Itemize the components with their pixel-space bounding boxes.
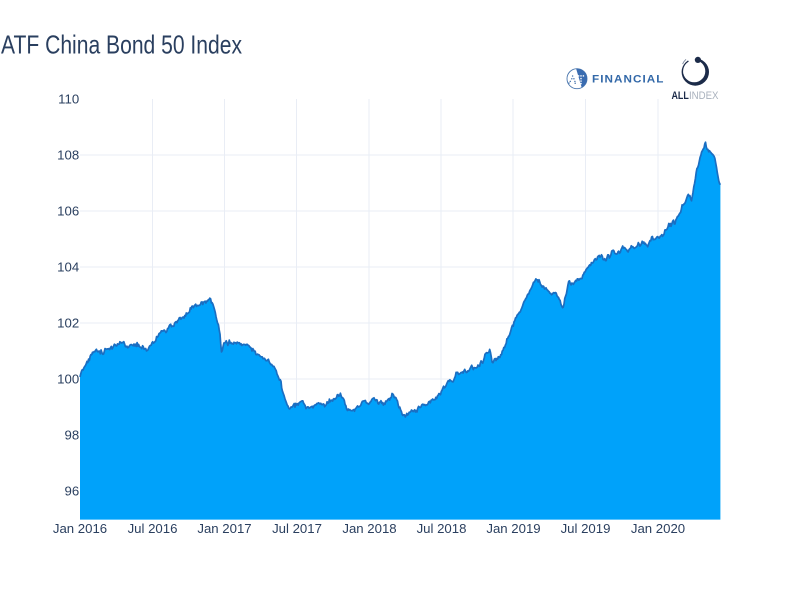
svg-text:Jan 2016: Jan 2016 <box>53 521 107 536</box>
svg-text:102: 102 <box>57 316 79 331</box>
svg-text:Jan 2017: Jan 2017 <box>197 521 251 536</box>
svg-text:Jan 2020: Jan 2020 <box>631 521 685 536</box>
svg-text:100: 100 <box>57 372 79 387</box>
svg-text:Jul 2019: Jul 2019 <box>561 521 611 536</box>
svg-text:FINANCIAL: FINANCIAL <box>592 74 665 86</box>
svg-text:Jul 2016: Jul 2016 <box>128 521 178 536</box>
svg-text:108: 108 <box>57 148 79 163</box>
svg-text:Jul 2017: Jul 2017 <box>272 521 322 536</box>
svg-text:ALL: ALL <box>672 90 690 102</box>
svg-text:Jul 2018: Jul 2018 <box>417 521 467 536</box>
svg-text:Jan 2018: Jan 2018 <box>342 521 396 536</box>
svg-text:110: 110 <box>58 92 79 107</box>
svg-text:INDEX: INDEX <box>689 90 719 102</box>
svg-text:96: 96 <box>65 484 80 499</box>
svg-text:Jan 2019: Jan 2019 <box>486 521 540 536</box>
svg-text:104: 104 <box>57 260 79 275</box>
svg-text:ATF China Bond 50 Index: ATF China Bond 50 Index <box>1 29 242 59</box>
svg-text:106: 106 <box>57 204 79 219</box>
svg-text:98: 98 <box>65 428 80 443</box>
